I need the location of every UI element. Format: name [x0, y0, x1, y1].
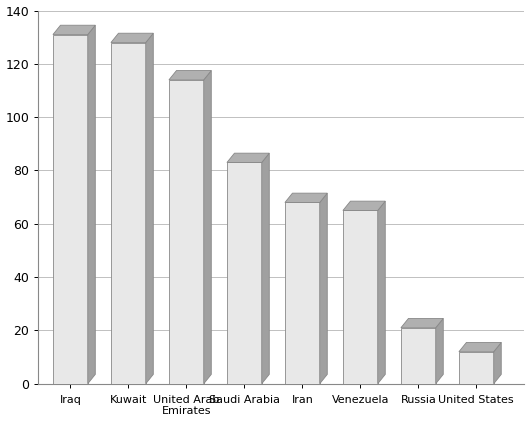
Bar — [227, 162, 262, 384]
Polygon shape — [285, 193, 327, 203]
Polygon shape — [146, 33, 153, 384]
Polygon shape — [227, 153, 269, 162]
Polygon shape — [262, 153, 269, 384]
Bar — [285, 203, 320, 384]
Polygon shape — [343, 201, 385, 211]
Polygon shape — [169, 70, 211, 80]
Polygon shape — [436, 319, 443, 384]
Polygon shape — [401, 319, 443, 328]
Bar — [459, 352, 494, 384]
Polygon shape — [111, 33, 153, 43]
Polygon shape — [459, 342, 501, 352]
Bar — [53, 35, 88, 384]
Bar — [401, 328, 436, 384]
Polygon shape — [320, 193, 327, 384]
Bar — [169, 80, 204, 384]
Polygon shape — [204, 70, 211, 384]
Polygon shape — [494, 342, 501, 384]
Polygon shape — [88, 25, 95, 384]
Bar — [343, 211, 378, 384]
Polygon shape — [53, 25, 95, 35]
Bar — [111, 43, 146, 384]
Polygon shape — [378, 201, 385, 384]
